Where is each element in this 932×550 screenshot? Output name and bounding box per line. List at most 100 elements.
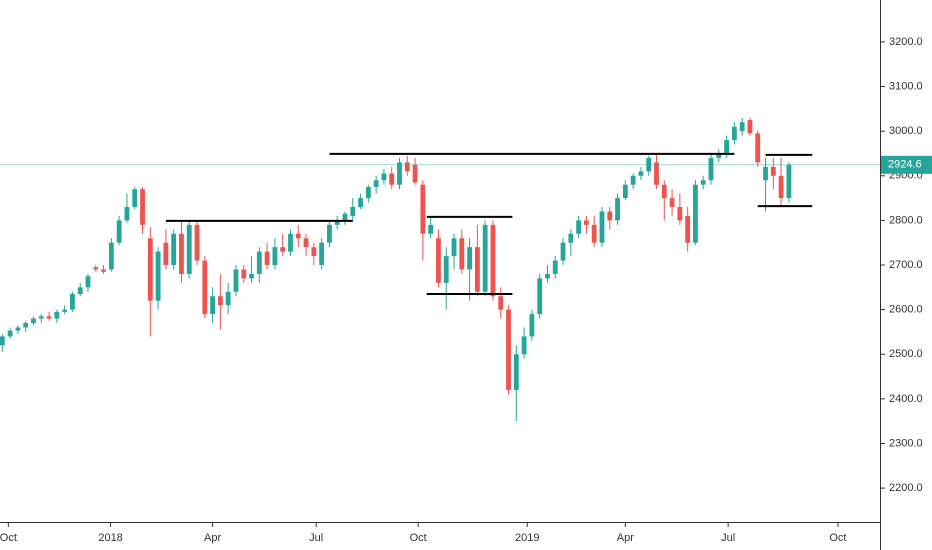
candle-body [482, 224, 488, 292]
candle-body [54, 311, 60, 319]
candle-body [23, 323, 29, 328]
x-tick-label: Apr [204, 532, 221, 544]
candle-body [786, 164, 792, 199]
x-tick-label: 2018 [98, 532, 122, 544]
candle-body [545, 273, 550, 279]
candle-body [739, 122, 745, 132]
candle-body [716, 153, 722, 158]
candle-body [436, 238, 441, 283]
candle-body [0, 336, 5, 346]
candle-body [194, 224, 200, 261]
candle-body [669, 198, 675, 208]
candle-body [615, 198, 620, 221]
candle-body [451, 238, 457, 257]
candle-body [607, 211, 613, 221]
candle-body [622, 184, 628, 199]
candle-body [62, 309, 68, 312]
candle-body [272, 247, 278, 266]
y-tick-label: 2600.0 [889, 304, 923, 316]
candle-body [147, 238, 153, 301]
candle-body [256, 251, 262, 274]
candle-body [778, 175, 784, 199]
y-tick-label: 2700.0 [889, 259, 923, 271]
candle-body [295, 233, 301, 239]
candle-body [412, 164, 418, 183]
last-price-label: 2924.6 [888, 159, 922, 171]
candle-body [443, 256, 449, 283]
x-tick-label: Jul [309, 532, 323, 544]
candle-body [116, 220, 122, 243]
candle-body [319, 242, 325, 266]
candle-body [708, 157, 714, 181]
candle-body [654, 162, 659, 185]
x-tick-label: Jul [721, 532, 735, 544]
candle-body [490, 224, 496, 297]
candle-body [731, 126, 737, 141]
candle-body [770, 166, 776, 176]
y-tick-label: 3200.0 [889, 36, 923, 48]
candle-body [576, 220, 582, 234]
candle-body [202, 260, 208, 315]
candle-body [288, 233, 293, 252]
candle-body [397, 162, 402, 185]
candle-body [327, 224, 332, 243]
candle-body [467, 247, 473, 270]
candle-body [763, 166, 768, 181]
candle-body [163, 242, 169, 266]
candle-body [560, 242, 566, 261]
candle-body [474, 247, 480, 292]
candle-body [70, 294, 75, 310]
x-tick-label: Oct [410, 532, 427, 544]
candle-body [140, 189, 145, 225]
x-tick-label: Oct [829, 532, 846, 544]
candle-body [428, 224, 434, 234]
x-tick-label: Apr [617, 532, 634, 544]
y-tick-label: 2300.0 [889, 437, 923, 449]
y-tick-label: 2200.0 [889, 482, 923, 494]
candle-body [537, 278, 543, 315]
candle-body [599, 211, 605, 243]
candle-body [630, 175, 636, 185]
candle-body [7, 330, 13, 337]
candle-body [46, 316, 52, 319]
candle-body [591, 224, 597, 243]
candle-body [685, 215, 691, 243]
candle-body [93, 267, 99, 270]
candle-body [217, 296, 223, 306]
candle-body [358, 198, 363, 208]
candle-body [506, 309, 511, 390]
candle-body [15, 327, 21, 331]
candle-body [124, 207, 130, 221]
candle-body [280, 247, 286, 252]
candle-body [241, 269, 247, 279]
candle-body [638, 171, 644, 176]
candle-body [249, 273, 254, 279]
x-tick-label: Oct [0, 532, 17, 544]
candle-body [334, 220, 340, 225]
candle-body [179, 233, 184, 274]
candle-body [38, 316, 44, 319]
candle-body [661, 184, 667, 199]
candle-body [155, 251, 161, 301]
candle-body [132, 189, 138, 208]
candle-body [389, 173, 395, 185]
y-tick-label: 3100.0 [889, 80, 923, 92]
y-tick-label: 3000.0 [889, 125, 923, 137]
candle-body [85, 276, 91, 288]
candle-body [513, 354, 519, 390]
candle-body [420, 184, 426, 234]
y-tick-label: 2500.0 [889, 348, 923, 360]
candle-body [303, 238, 309, 248]
candle-body [498, 296, 504, 310]
candle-body [186, 224, 192, 274]
candle-body [31, 318, 36, 324]
candle-body [77, 287, 83, 295]
candle-body [700, 180, 706, 185]
candle-body [459, 238, 465, 270]
x-tick-label: 2019 [515, 532, 539, 544]
candle-body [552, 260, 558, 274]
candle-body [747, 120, 753, 134]
candle-body [755, 133, 761, 163]
